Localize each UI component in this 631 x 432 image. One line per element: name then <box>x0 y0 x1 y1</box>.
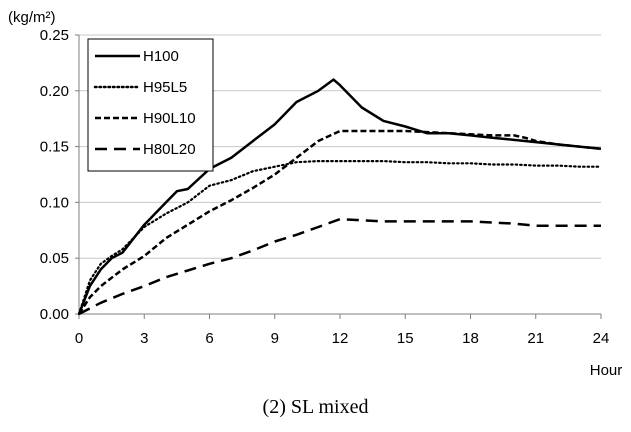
x-tick-label: 6 <box>205 330 213 347</box>
series-lines <box>77 78 603 316</box>
legend-box <box>87 38 214 172</box>
legend-label: H80L20 <box>143 141 196 158</box>
tick-labels: 0.00 0.05 0.10 0.15 0.20 0.25 0 3 6 9 12 15 18 21 24 <box>40 27 610 347</box>
figure-caption: (2) SL mixed <box>262 396 369 418</box>
series-line-h95l5 <box>77 160 603 316</box>
x-tick-label: 24 <box>593 330 610 347</box>
x-tick-label: 15 <box>397 330 414 347</box>
axes <box>75 34 602 319</box>
legend-label: H90L10 <box>143 110 196 127</box>
y-tick-label: 0.00 <box>40 306 69 323</box>
x-tick-label: 9 <box>271 330 279 347</box>
y-tick-label: 0.20 <box>40 83 69 100</box>
x-axis-label: Hour <box>590 362 623 379</box>
legend: H100 H95L5 H90L10 H80L20 <box>87 38 214 172</box>
y-tick-label: 0.05 <box>40 250 69 267</box>
series-line-h80l20 <box>78 217 601 316</box>
x-tick-label: 0 <box>75 330 83 347</box>
y-axis-unit-label: (kg/m²) <box>8 9 56 26</box>
legend-label: H100 <box>143 48 179 65</box>
legend-label: H95L5 <box>143 79 187 96</box>
x-tick-label: 21 <box>527 330 544 347</box>
y-tick-label: 0.10 <box>40 194 69 211</box>
y-tick-label: 0.25 <box>40 27 69 44</box>
x-tick-label: 12 <box>332 330 349 347</box>
x-tick-label: 3 <box>140 330 148 347</box>
y-tick-label: 0.15 <box>40 139 69 156</box>
x-tick-label: 18 <box>462 330 479 347</box>
